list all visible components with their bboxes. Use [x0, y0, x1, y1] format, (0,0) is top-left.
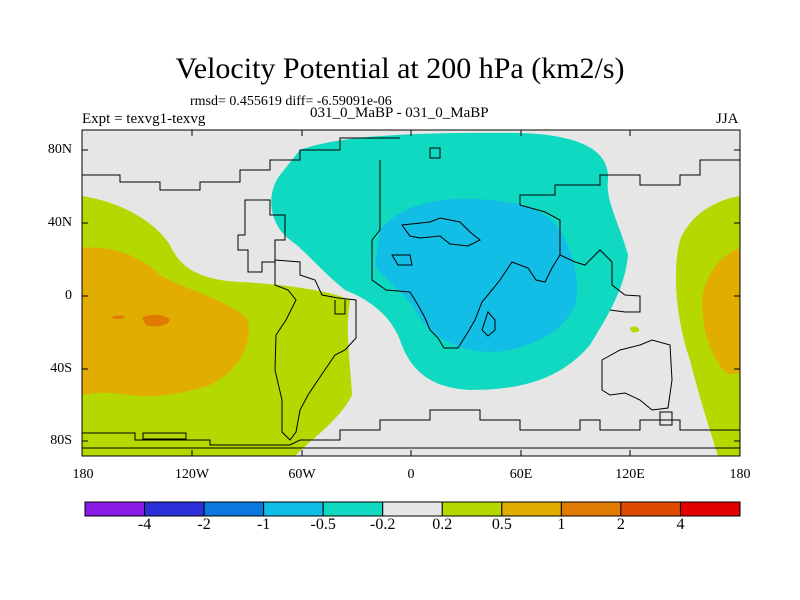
colorbar: [84, 501, 741, 517]
chart-title: Velocity Potential at 200 hPa (km2/s): [175, 52, 625, 85]
pos-weak-islet: [630, 326, 640, 333]
experiment-label: Expt = texvg1-texvg: [82, 111, 206, 127]
colorbar-swatch: [84, 501, 146, 517]
lon-label: 60E: [509, 467, 533, 482]
colorbar-swatch: [144, 501, 205, 517]
colorbar-swatch: [441, 501, 503, 517]
lat-label: 80S: [50, 433, 72, 448]
run-subtitle: 031_0_MaBP - 031_0_MaBP: [310, 105, 489, 121]
colorbar-label: 2: [616, 516, 625, 533]
pos-strong-spot-2: [112, 315, 125, 320]
pos-strong-spot-1: [142, 314, 170, 327]
stats-line: rmsd= 0.455619 diff= -6.59091e-06: [190, 94, 392, 109]
lon-label: 120E: [615, 467, 645, 482]
colorbar-label: -0.5: [310, 516, 336, 533]
colorbar-label: -4: [137, 516, 152, 533]
colorbar-label: 0.2: [432, 516, 453, 533]
colorbar-label: 4: [676, 516, 685, 533]
coastlines: [82, 137, 740, 449]
pos-mod-region-east: [702, 248, 740, 375]
colorbar-label: -0.2: [370, 516, 396, 533]
axis-ticks: [82, 130, 740, 456]
colorbar-swatch: [263, 501, 324, 517]
lat-label: 40S: [50, 361, 72, 376]
colorbar-swatch: [560, 501, 622, 517]
colorbar-label: 1: [557, 516, 566, 533]
colorbar-swatch: [382, 501, 443, 517]
lon-label: 0: [407, 467, 415, 482]
colorbar-label: 0.5: [491, 516, 512, 533]
colorbar-label: -2: [197, 516, 211, 533]
colorbar-swatch: [501, 501, 562, 517]
colorbar-swatch: [620, 501, 681, 517]
colorbar-swatch: [322, 501, 384, 517]
lon-label: 120W: [174, 467, 210, 482]
lat-label: 40N: [47, 215, 72, 230]
lat-label: 0: [65, 288, 72, 303]
colorbar-label: -1: [256, 516, 271, 533]
season-label: JJA: [716, 111, 739, 127]
lat-label: 80N: [47, 142, 72, 157]
lon-label: 60W: [288, 467, 316, 482]
lon-label: 180: [72, 467, 94, 482]
lon-label: 180: [729, 467, 751, 482]
colorbar-swatch: [679, 501, 741, 517]
colorbar-swatch: [203, 501, 265, 517]
